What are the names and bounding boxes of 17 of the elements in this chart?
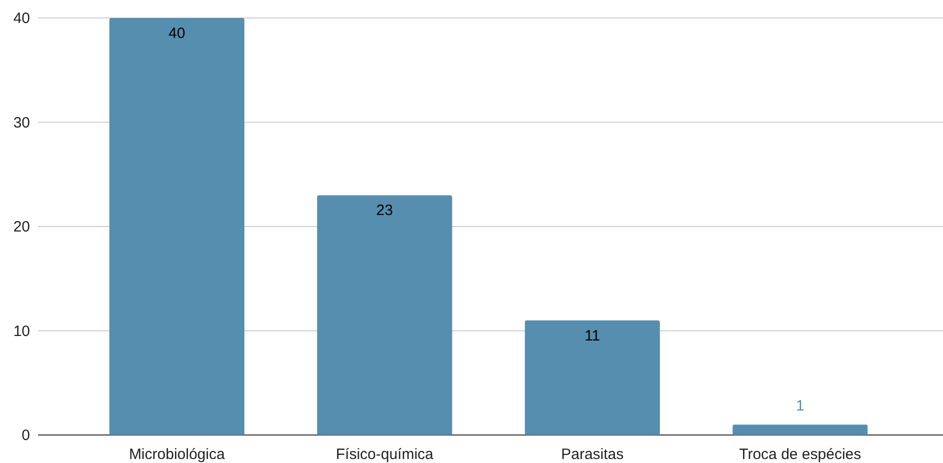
x-tick-label: Físico-química (336, 446, 434, 463)
y-tick-label: 40 (13, 10, 30, 27)
data-label: 40 (168, 25, 186, 42)
bar (524, 320, 660, 435)
data-label: 1 (796, 398, 804, 415)
y-tick-label: 10 (13, 322, 30, 340)
y-tick-label: 0 (22, 427, 30, 444)
bar (732, 424, 868, 435)
x-tick-label: Parasitas (561, 446, 624, 463)
x-tick-label: Troca de espécies (739, 446, 862, 463)
bar (109, 18, 244, 435)
bar (317, 195, 452, 435)
x-tick-label: Microbiológica (128, 446, 226, 463)
data-label: 11 (584, 327, 600, 344)
data-label: 23 (376, 202, 393, 220)
y-tick-label: 30 (13, 114, 30, 132)
y-tick-label: 20 (13, 218, 30, 236)
